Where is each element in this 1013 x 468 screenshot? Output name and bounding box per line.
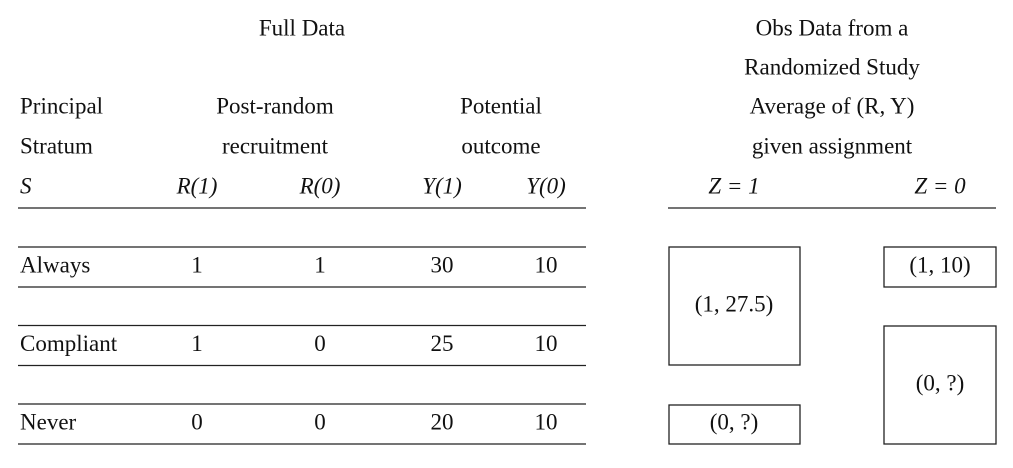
cell: 10 <box>535 409 558 434</box>
column-header: outcome <box>461 133 540 158</box>
obs-title: Average of (R, Y) <box>750 93 915 118</box>
column-header: Z = 1 <box>708 173 759 198</box>
column-header: S <box>20 173 32 198</box>
cell: 1 <box>314 252 326 277</box>
cell: 10 <box>535 252 558 277</box>
obs-value: (1, 10) <box>909 252 970 277</box>
column-header: Principal <box>20 93 103 118</box>
cell: 20 <box>431 409 454 434</box>
row-label: Always <box>20 252 90 277</box>
row-label: Never <box>20 409 77 434</box>
column-header: Potential <box>460 93 542 118</box>
column-header: Z = 0 <box>914 173 966 198</box>
obs-title: given assignment <box>752 133 913 158</box>
column-header: Post-random <box>216 93 334 118</box>
cell: 25 <box>431 331 454 356</box>
obs-value: (0, ?) <box>916 370 965 395</box>
obs-box <box>668 246 801 366</box>
cell: 10 <box>535 331 558 356</box>
row-label: Compliant <box>20 331 118 356</box>
obs-box <box>668 404 801 445</box>
column-header: R(0) <box>299 173 341 198</box>
cell: 1 <box>191 252 203 277</box>
cell: 0 <box>314 409 326 434</box>
cell: 1 <box>191 331 203 356</box>
obs-title: Randomized Study <box>744 54 920 79</box>
column-header: R(1) <box>176 173 218 198</box>
cell: 0 <box>191 409 203 434</box>
obs-value: (0, ?) <box>710 409 759 434</box>
obs-value: (1, 27.5) <box>695 291 774 316</box>
column-header: Y(1) <box>422 173 462 198</box>
full-data-title: Full Data <box>259 15 345 40</box>
obs-box <box>883 246 997 288</box>
cell: 30 <box>431 252 454 277</box>
column-header: recruitment <box>222 133 329 158</box>
cell: 0 <box>314 331 326 356</box>
column-header: Y(0) <box>526 173 566 198</box>
column-header: Stratum <box>20 133 93 158</box>
obs-box <box>883 325 997 445</box>
obs-title: Obs Data from a <box>756 15 909 40</box>
